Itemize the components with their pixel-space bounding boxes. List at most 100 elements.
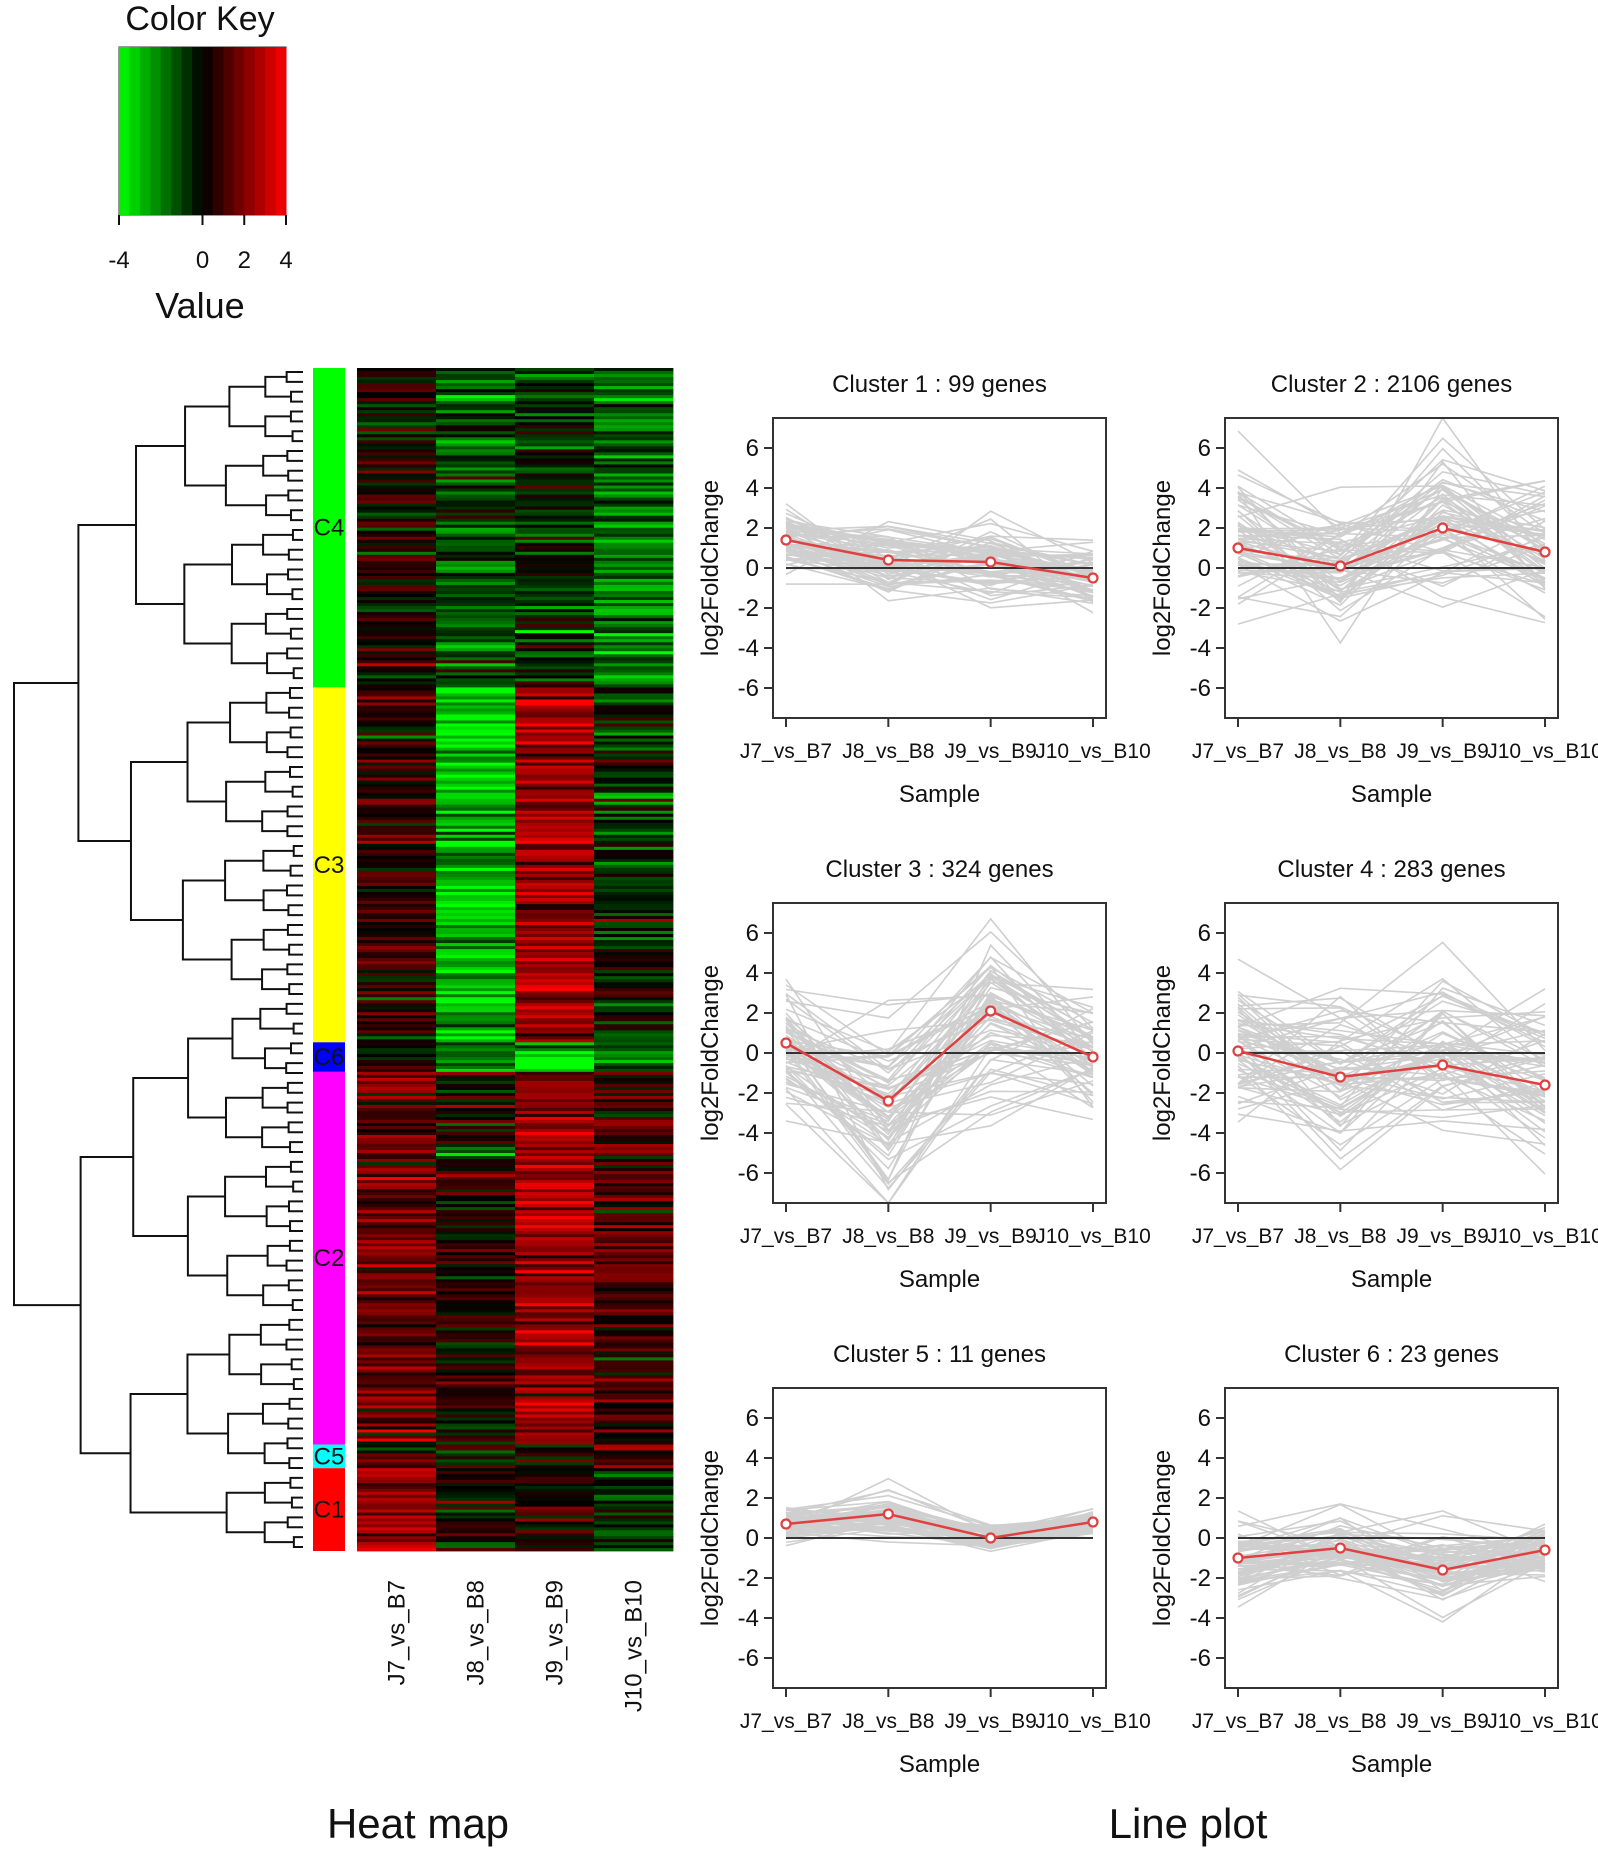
heatmap-cell <box>357 952 437 956</box>
heatmap-cell <box>357 1098 437 1103</box>
heatmap-cell <box>436 855 516 860</box>
heatmap-cell <box>436 1536 516 1540</box>
heatmap-cell <box>515 618 595 622</box>
heatmap-cell <box>594 1006 674 1010</box>
heatmap-cell <box>436 1318 516 1322</box>
heatmap-cell <box>357 1045 437 1049</box>
heatmap-cell <box>515 855 595 860</box>
heatmap-cell <box>594 768 674 773</box>
heatmap-cell <box>436 1372 516 1376</box>
heatmap-cell <box>436 1488 516 1493</box>
color-key-stripe <box>129 47 141 215</box>
heatmap-cell <box>594 422 674 426</box>
heatmap-cell <box>436 852 516 857</box>
heatmap-cell <box>594 1003 674 1007</box>
heatmap-cell <box>357 744 437 748</box>
heatmap-cell <box>594 882 674 887</box>
heatmap-cell <box>357 1435 437 1439</box>
dendrogram-branch <box>265 691 290 714</box>
heatmap-cell <box>515 1098 595 1103</box>
heatmap-cell <box>436 918 516 923</box>
dendrogram-branch <box>264 415 293 438</box>
heatmap-cell <box>515 1429 595 1433</box>
gene-profile-line <box>1237 1035 1546 1067</box>
heatmap-cell <box>515 1195 595 1199</box>
dendrogram-branch <box>261 1126 291 1149</box>
heatmap-cell <box>436 512 516 517</box>
heatmap-cell <box>436 813 516 818</box>
heatmap-cell <box>357 1465 437 1469</box>
heatmap-cell <box>594 1186 674 1190</box>
gene-profile-line <box>785 522 1094 553</box>
heatmap-cell <box>357 1036 437 1040</box>
heatmap-cell <box>357 786 437 791</box>
heatmap-cell <box>436 1276 516 1280</box>
gene-profile-line <box>785 1518 1094 1547</box>
heatmap-cell <box>515 1366 595 1370</box>
heatmap-cell <box>515 1086 595 1091</box>
heatmap-cell <box>594 383 674 387</box>
heatmap-cell <box>515 738 595 742</box>
heatmap-cell <box>515 1141 595 1145</box>
heatmap-cell <box>436 1396 516 1400</box>
heatmap-cell <box>436 500 516 504</box>
heatmap-cell <box>357 413 437 417</box>
heatmap-cell <box>594 780 674 785</box>
heatmap-cell <box>515 1264 595 1268</box>
heatmap-cell <box>515 1045 595 1049</box>
cluster-mean-point <box>780 1518 792 1530</box>
heatmap-cell <box>515 1485 595 1490</box>
heatmap-cell <box>357 1252 437 1256</box>
heatmap-cell <box>436 1095 516 1100</box>
gene-profile-line <box>785 528 1094 575</box>
heatmap-cell <box>594 1068 674 1073</box>
heatmap-cell <box>436 1539 516 1543</box>
gene-profile-line <box>785 988 1094 1039</box>
heatmap-cell <box>357 500 437 504</box>
heatmap-cell <box>594 979 674 983</box>
heatmap-cell <box>436 768 516 773</box>
dendrogram-branch <box>230 622 268 665</box>
heatmap-cell <box>357 1204 437 1208</box>
y-tick-label: 2 <box>746 515 759 542</box>
heatmap-cell <box>436 958 516 962</box>
heatmap-cell <box>436 1122 516 1127</box>
heatmap-cell <box>594 822 674 827</box>
heatmap-cell <box>357 548 437 553</box>
dendrogram-branch <box>289 1220 303 1233</box>
dendrogram-branch <box>290 1042 303 1055</box>
y-tick-label: -6 <box>738 675 759 702</box>
heatmap-cell <box>515 1375 595 1379</box>
color-key-stripe <box>150 47 162 215</box>
heatmap-cell <box>357 1183 437 1187</box>
heatmap-cell <box>436 419 516 423</box>
heatmap-cell <box>436 1015 516 1019</box>
heatmap-cell <box>436 798 516 803</box>
heatmap-cell <box>594 1204 674 1208</box>
heatmap-cell <box>594 636 674 640</box>
dendrogram-branch <box>184 405 230 487</box>
heatmap-cell <box>594 1536 674 1540</box>
heatmap-cell <box>594 1423 674 1427</box>
dendrogram-branch <box>79 1155 134 1455</box>
heatmap-cell <box>357 1500 437 1505</box>
heatmap-cell <box>515 1438 595 1442</box>
heatmap-cell <box>515 964 595 968</box>
heatmap-cell <box>594 1104 674 1109</box>
gene-profile-line <box>1237 1068 1546 1100</box>
heatmap-cell <box>594 609 674 613</box>
heatmap-cell <box>515 711 595 715</box>
heatmap-cell <box>594 560 674 565</box>
heatmap-cell <box>594 1083 674 1088</box>
heatmap-cell <box>357 813 437 818</box>
heatmap-cell <box>515 467 595 471</box>
heatmap-cell <box>594 1168 674 1172</box>
heatmap-cell <box>594 1456 674 1460</box>
heatmap-cell <box>436 1231 516 1235</box>
heatmap-cell <box>436 1354 516 1358</box>
heatmap-cell <box>594 771 674 776</box>
heatmap-cell <box>594 1471 674 1475</box>
heatmap-cell <box>594 1432 674 1436</box>
heatmap-cell <box>594 1548 674 1552</box>
